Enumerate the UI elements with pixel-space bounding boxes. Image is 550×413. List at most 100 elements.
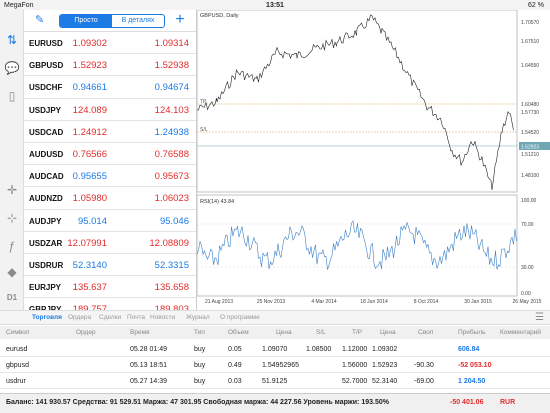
quote-ask[interactable]: 1.06023	[154, 193, 189, 205]
quote-ask[interactable]: 1.52938	[154, 60, 189, 72]
tab-news[interactable]: Новости	[150, 314, 176, 321]
quote-bid[interactable]: 124.089	[72, 104, 107, 116]
quote-symbol: USDRUR	[29, 260, 64, 270]
quote-bid[interactable]: 1.09302	[72, 38, 107, 49]
quote-ask[interactable]: 189.803	[154, 304, 189, 310]
quote-ask[interactable]: 124.103	[154, 104, 189, 116]
trade-tp: 52.7000	[342, 378, 368, 385]
quote-symbol: EURUSD	[29, 39, 63, 48]
date-tick: 21 Aug 2013	[205, 299, 233, 305]
trade-row[interactable]: eurusd 05.28 01:49 buy 0.05 1.09070 1.08500 1.…	[0, 343, 550, 357]
tab-mail[interactable]: Почта	[127, 314, 146, 321]
quote-bid[interactable]: 1.52923	[72, 60, 107, 72]
quote-symbol: GBPJPY	[29, 305, 62, 310]
quote-row[interactable]: USDJPY 124.089 124.103	[24, 99, 196, 121]
quote-row[interactable]: GBPJPY 189.757 189.803	[24, 298, 196, 310]
quote-bid[interactable]: 12.07991	[67, 237, 107, 249]
date-tick: 30 Jan 2015	[464, 299, 492, 305]
trade-symbol: usdrur	[6, 378, 26, 385]
quote-bid[interactable]: 1.05980	[72, 193, 107, 205]
quote-row[interactable]: AUDJPY 95.014 95.046	[24, 210, 196, 232]
quote-bid[interactable]: 0.95655	[72, 171, 107, 183]
quote-bid[interactable]: 0.76566	[72, 148, 107, 160]
date-tick: 8 Oct 2014	[414, 299, 439, 305]
terminal-tabs: Торговля Ордера Сделки Почта Новости Жур…	[0, 310, 550, 325]
indicators-icon[interactable]: ƒ	[8, 239, 16, 253]
quote-ask[interactable]: 0.95673	[154, 171, 189, 183]
quote-symbol: AUDJPY	[29, 216, 62, 226]
col-current: Цена	[380, 329, 396, 336]
shapes-icon[interactable]: ◆	[7, 265, 17, 279]
quote-ask[interactable]: 135.658	[154, 282, 189, 294]
quote-row[interactable]: USDCAD 1.24912 1.24938	[24, 121, 196, 143]
quote-bid[interactable]: 1.24912	[72, 126, 107, 138]
menu-icon[interactable]: ☰	[535, 312, 544, 323]
rsi-tick: 0.00	[521, 291, 531, 297]
quote-symbol: USDCAD	[29, 127, 64, 137]
trade-profit: 606.84	[458, 346, 480, 353]
col-comment: Комментарий	[500, 329, 541, 336]
rsi-tick: 30.00	[521, 265, 534, 271]
left-toolbar: ⇅ 💬 ▯ ✛ ⊹ ƒ ◆ D1	[0, 10, 24, 310]
trade-symbol: eurusd	[6, 346, 28, 353]
tab-about[interactable]: О программе	[220, 314, 260, 321]
col-sl: S/L	[316, 329, 326, 336]
account-summary: Баланс: 141 930.57 Средства: 91 529.51 М…	[0, 393, 550, 413]
pencil-icon[interactable]: ✎	[35, 14, 45, 26]
rsi-tick: 100.00	[521, 198, 537, 204]
quote-ask[interactable]: 0.76588	[154, 148, 189, 160]
quote-row[interactable]: AUDNZD 1.05980 1.06023	[24, 187, 196, 210]
quote-symbol: USDJPY	[29, 105, 62, 115]
price-chart[interactable]: GBPUSD, Daily RSI(14) 43.84 TP S/L 1.529…	[197, 10, 550, 310]
trade-icon[interactable]: ⇅	[6, 33, 18, 47]
quote-row[interactable]: USDCHF 0.94661 0.94674	[24, 76, 196, 99]
objects-icon[interactable]: ⊹	[6, 211, 18, 225]
trade-row[interactable]: gbpusd 05.13 18:51 buy 0.49 1.54952965 1.5600…	[0, 359, 550, 373]
timeframe-button[interactable]: D1	[6, 293, 18, 302]
quote-symbol: AUDCAD	[29, 172, 64, 182]
quote-ask[interactable]: 52.3315	[154, 259, 189, 271]
account-currency: RUR	[500, 399, 516, 406]
trade-row[interactable]: usdrur 05.27 14:39 buy 0.03 51.9125 52.7000 52…	[0, 375, 550, 389]
quote-ask[interactable]: 0.94674	[154, 82, 189, 94]
quote-ask[interactable]: 1.09314	[154, 38, 189, 49]
tab-journal[interactable]: Журнал	[186, 314, 210, 321]
quote-row[interactable]: GBPUSD 1.52923 1.52938	[24, 54, 196, 77]
quote-row[interactable]: USDRUR 52.3140 52.3315	[24, 254, 196, 277]
quote-bid[interactable]: 52.3140	[72, 259, 107, 271]
quote-bid[interactable]: 95.014	[77, 215, 107, 227]
trade-swap: -69.00	[414, 378, 434, 385]
document-icon[interactable]: ▯	[8, 89, 16, 103]
trade-type: buy	[194, 362, 206, 369]
date-tick: 18 Jun 2014	[360, 299, 388, 305]
quote-ask[interactable]: 1.24938	[154, 126, 189, 138]
trade-time: 05.13 18:51	[130, 362, 167, 369]
quote-ask[interactable]: 95.046	[159, 215, 189, 227]
quote-row[interactable]: AUDCAD 0.95655 0.95673	[24, 165, 196, 188]
status-bar: MegaFon 13:51 62 %	[0, 0, 550, 10]
col-profit: Прибыль	[458, 329, 486, 336]
quote-row[interactable]: AUDUSD 0.76566 0.76588	[24, 143, 196, 166]
chat-icon[interactable]: 💬	[4, 61, 20, 75]
carrier-label: MegaFon	[4, 1, 34, 9]
details-view-tab[interactable]: В деталях	[121, 17, 155, 24]
quote-bid[interactable]: 0.94661	[72, 82, 107, 94]
trade-tp: 1.56000	[342, 362, 368, 369]
quote-ask[interactable]: 12.08809	[149, 237, 189, 249]
quote-bid[interactable]: 189.757	[72, 304, 107, 310]
quote-symbol: AUDNZD	[29, 194, 63, 204]
tab-deals[interactable]: Сделки	[99, 314, 122, 321]
simple-view-tab[interactable]: Просто	[60, 15, 112, 27]
current-price-label: 1.52923	[521, 145, 539, 151]
sl-line-label: S/L	[200, 127, 208, 133]
quote-bid[interactable]: 135.637	[72, 282, 107, 294]
tab-trade[interactable]: Торговля	[32, 314, 62, 321]
add-symbol-icon[interactable]: +	[175, 11, 185, 28]
crosshair-icon[interactable]: ✛	[6, 183, 18, 197]
quote-row[interactable]: EURUSD 1.09302 1.09314	[24, 32, 196, 55]
quote-row[interactable]: EURJPY 135.637 135.658	[24, 276, 196, 299]
trade-volume: 0.05	[228, 346, 242, 353]
trade-cur: 1.09302	[372, 346, 398, 353]
tab-orders[interactable]: Ордера	[68, 314, 92, 321]
quote-row[interactable]: USDZAR 12.07991 12.08809	[24, 232, 196, 254]
